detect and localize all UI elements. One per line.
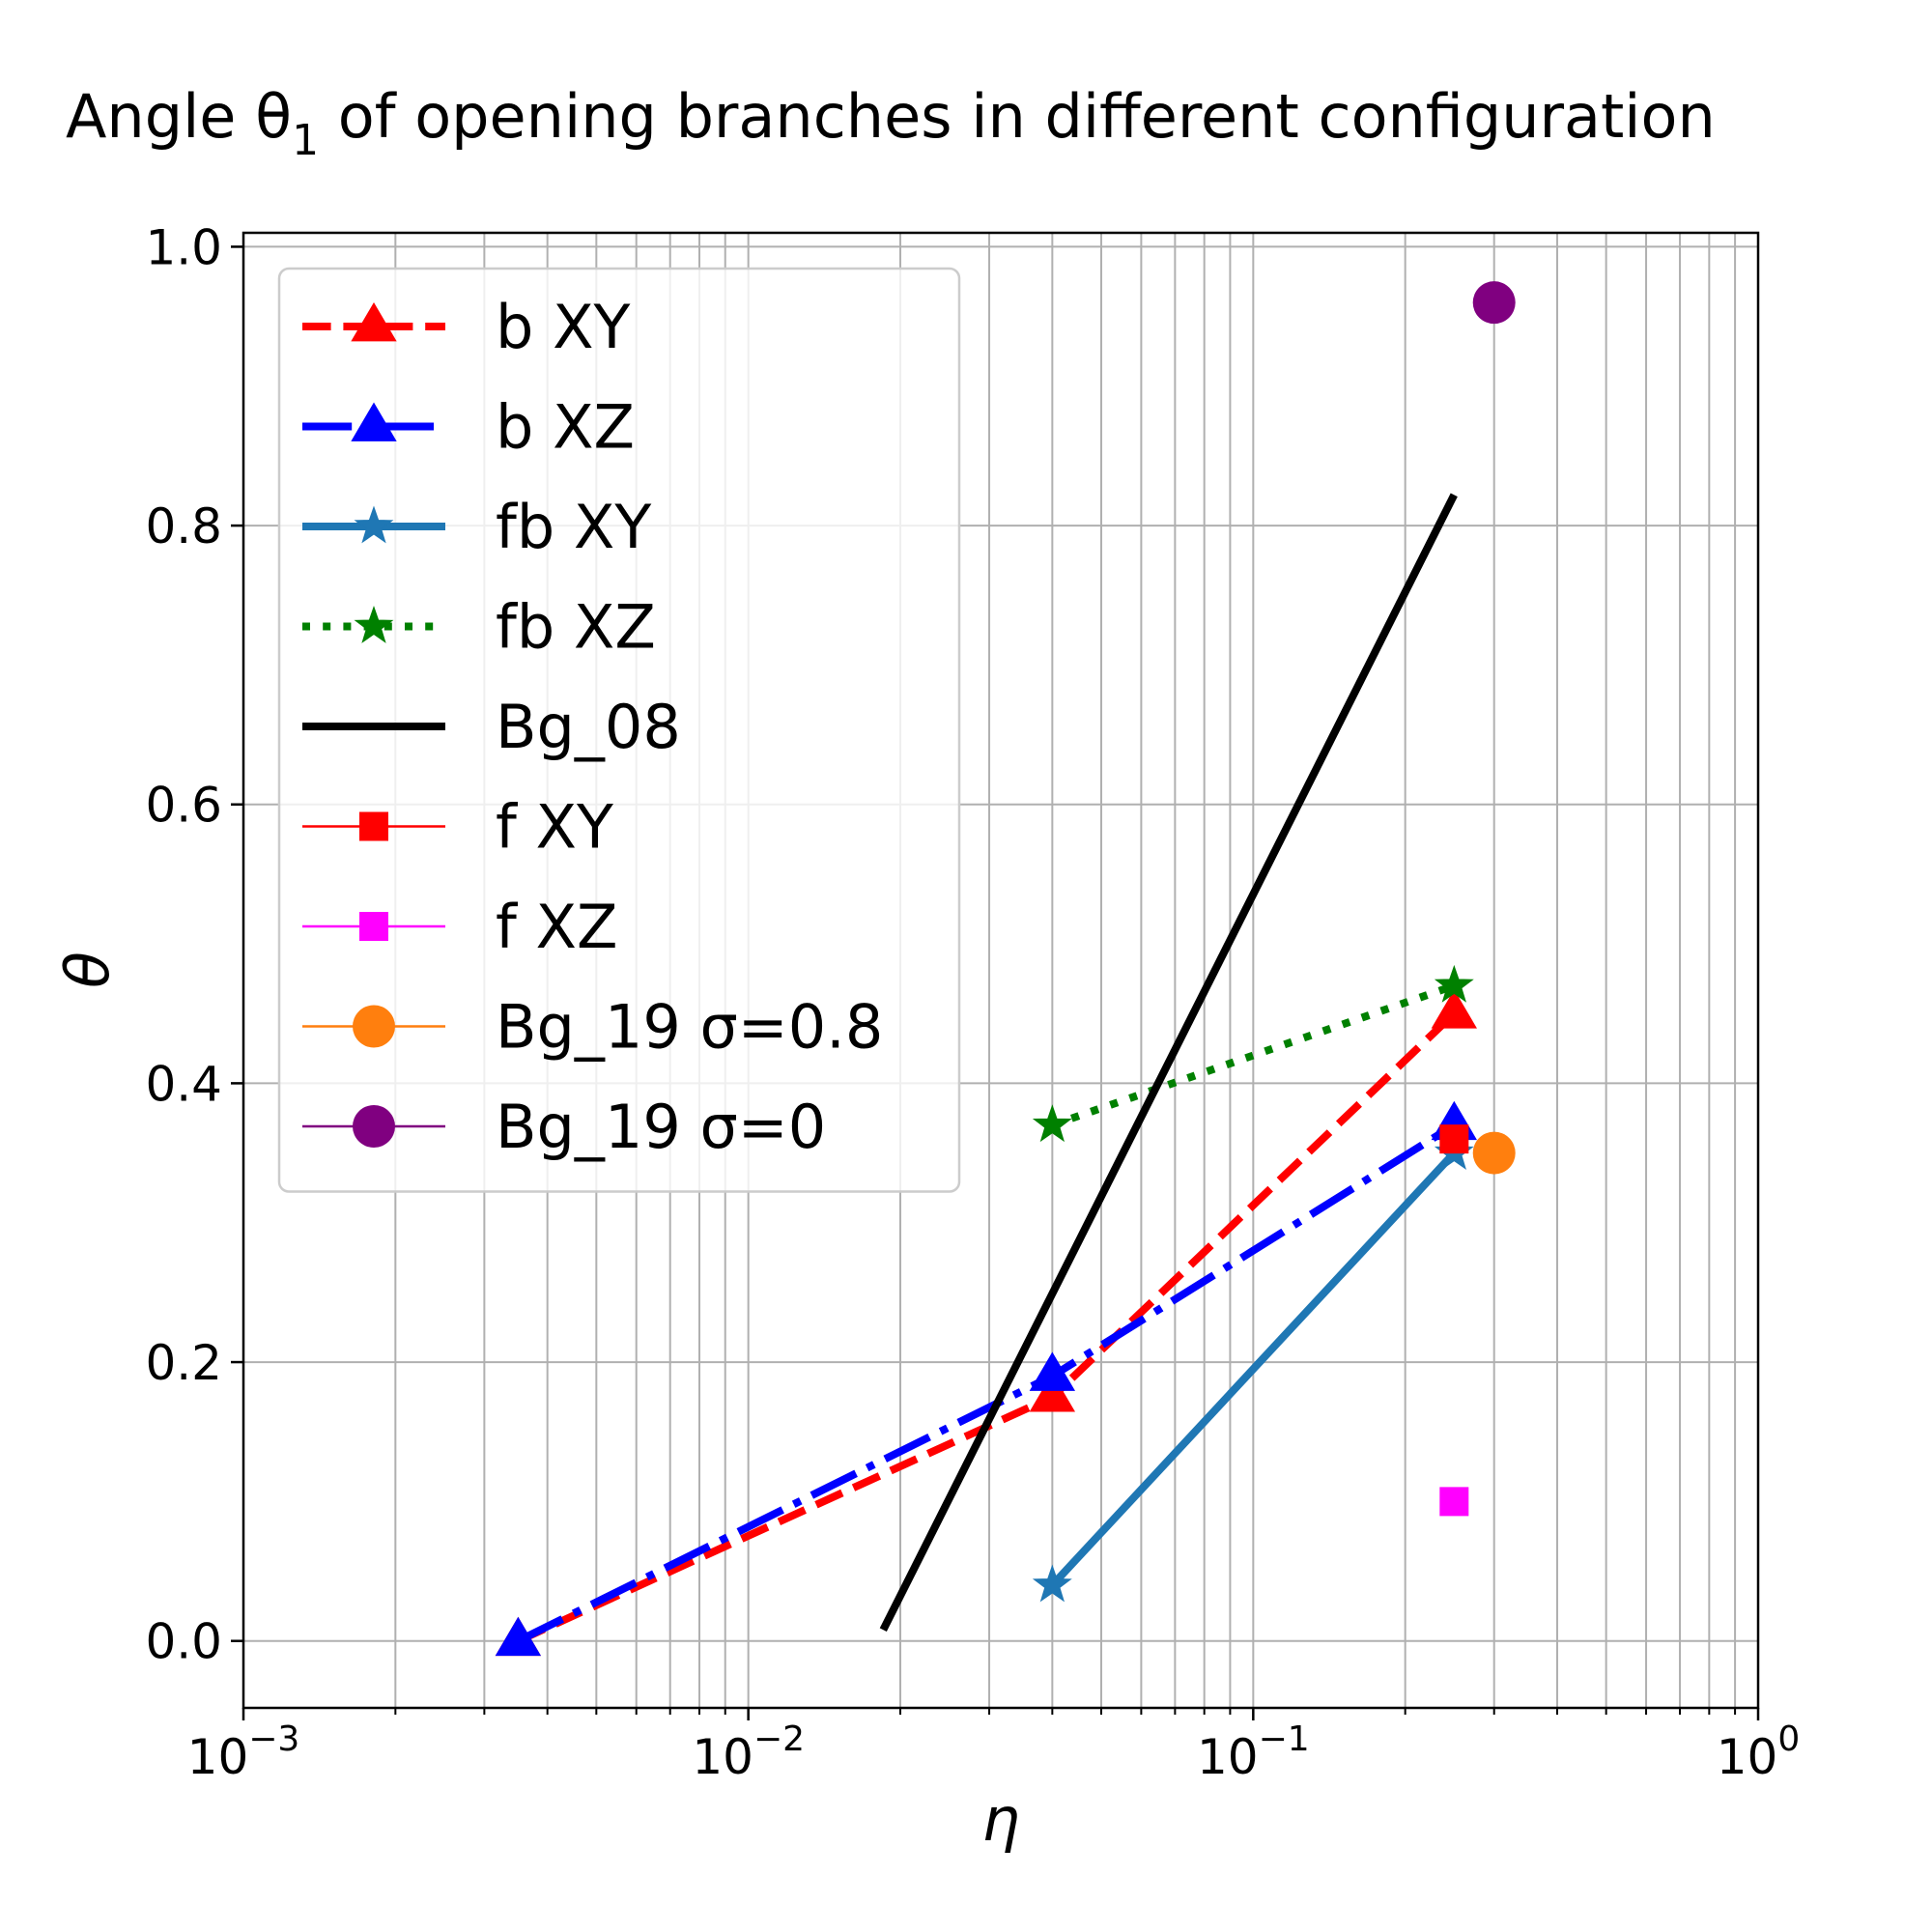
legend-label: f XZ xyxy=(496,892,617,962)
legend-box xyxy=(277,267,961,1193)
point-bg-19-0-circle-marker xyxy=(1472,281,1516,325)
series-f-xz xyxy=(1439,1487,1469,1517)
y-tick-label: 0.6 xyxy=(145,778,222,834)
legend-label: b XZ xyxy=(496,392,635,463)
chart-title: Angle θ1 of opening branches in differen… xyxy=(66,81,1716,165)
legend-star-marker xyxy=(354,605,394,643)
series-bg-08 xyxy=(879,493,1458,1632)
legend-label: f XY xyxy=(496,792,613,863)
legend-label: Bg_19 σ=0.8 xyxy=(496,992,883,1063)
legend-circle-marker xyxy=(353,1105,395,1148)
legend-entry-bg-08: Bg_08 xyxy=(302,692,681,762)
series-layer xyxy=(495,281,1516,1657)
legend-entry-bg-19-0: Bg_19 σ=0 xyxy=(302,1092,826,1162)
legend-label: Bg_08 xyxy=(496,692,681,762)
y-tick-label: 0.2 xyxy=(145,1335,222,1391)
legend-label: Bg_19 σ=0 xyxy=(496,1092,826,1162)
point-f-xy-square-marker xyxy=(1439,1124,1469,1154)
y-tick-label: 1.0 xyxy=(145,219,222,275)
series-bg-19-0-8 xyxy=(1472,1131,1516,1175)
legend-star-marker xyxy=(354,505,394,544)
legend-triangle-marker xyxy=(351,402,397,441)
y-axis-label: θ xyxy=(52,952,123,988)
legend-triangle-marker xyxy=(351,302,397,342)
legend-entry-f-xz: f XZ xyxy=(302,892,617,962)
legend-entry-fb-xy: fb XY xyxy=(302,492,651,562)
legend-label: fb XZ xyxy=(496,592,656,663)
series-bg-19-0 xyxy=(1472,281,1516,325)
legend-entry-b-xy: b XY xyxy=(302,292,631,362)
legend-square-marker xyxy=(359,811,388,841)
series-fb-xz xyxy=(1032,964,1474,1143)
legend: b XY b XZ fb XY fb XZ Bg_08f XY f XZ Bg_19 σ=0… xyxy=(277,267,961,1193)
legend-entry-fb-xz: fb XZ xyxy=(302,592,656,663)
x-axis-label: η xyxy=(981,1784,1019,1855)
legend-label: b XY xyxy=(496,292,631,362)
x-tick-label: 10−2 xyxy=(692,1719,805,1785)
chart-title-main: Angle θ xyxy=(66,81,292,152)
point-b-xy-triangle-marker xyxy=(1431,989,1477,1029)
x-tick-label: 100 xyxy=(1717,1719,1801,1785)
legend-entry-f-xy: f XY xyxy=(302,792,613,863)
legend-label: fb XY xyxy=(496,492,651,562)
series-line-fb-xy xyxy=(1049,1150,1458,1588)
point-b-xy-triangle-marker xyxy=(1029,1373,1076,1412)
chart-title-rest: of opening branches in different configu… xyxy=(319,81,1716,152)
point-fb-xy-star-marker xyxy=(1032,1564,1072,1603)
point-b-xz-triangle-marker xyxy=(495,1616,542,1657)
plot-frame xyxy=(242,231,1760,1710)
legend-entry-b-xz: b XZ xyxy=(302,392,635,463)
tick-layer: 10−3 10−2 10−1 100 0.0 0.2 0.4 0.6 0.8 1.0 xyxy=(145,219,1800,1785)
legend-entry-bg-19-0-8: Bg_19 σ=0.8 xyxy=(302,992,883,1063)
chart-title-subscript: 1 xyxy=(292,116,319,165)
point-bg-19-0-8-circle-marker xyxy=(1472,1131,1516,1175)
legend-square-marker xyxy=(359,912,388,941)
x-tick-label: 10−1 xyxy=(1197,1719,1310,1785)
series-f-xy xyxy=(1439,1124,1469,1154)
series-line-b-xz xyxy=(516,1122,1457,1645)
point-b-xz-triangle-marker xyxy=(1029,1351,1076,1391)
point-fb-xz-star-marker xyxy=(1434,964,1474,1003)
x-tick-label: 10−3 xyxy=(187,1719,300,1785)
legend-circle-marker xyxy=(353,1005,395,1048)
y-tick-label: 0.0 xyxy=(145,1614,222,1670)
y-tick-label: 0.4 xyxy=(145,1056,222,1112)
series-line-bg-08 xyxy=(879,493,1458,1632)
point-f-xz-square-marker xyxy=(1439,1487,1469,1517)
point-fb-xz-star-marker xyxy=(1032,1104,1072,1143)
y-tick-label: 0.8 xyxy=(145,498,222,554)
series-line-fb-xz xyxy=(1050,981,1456,1129)
